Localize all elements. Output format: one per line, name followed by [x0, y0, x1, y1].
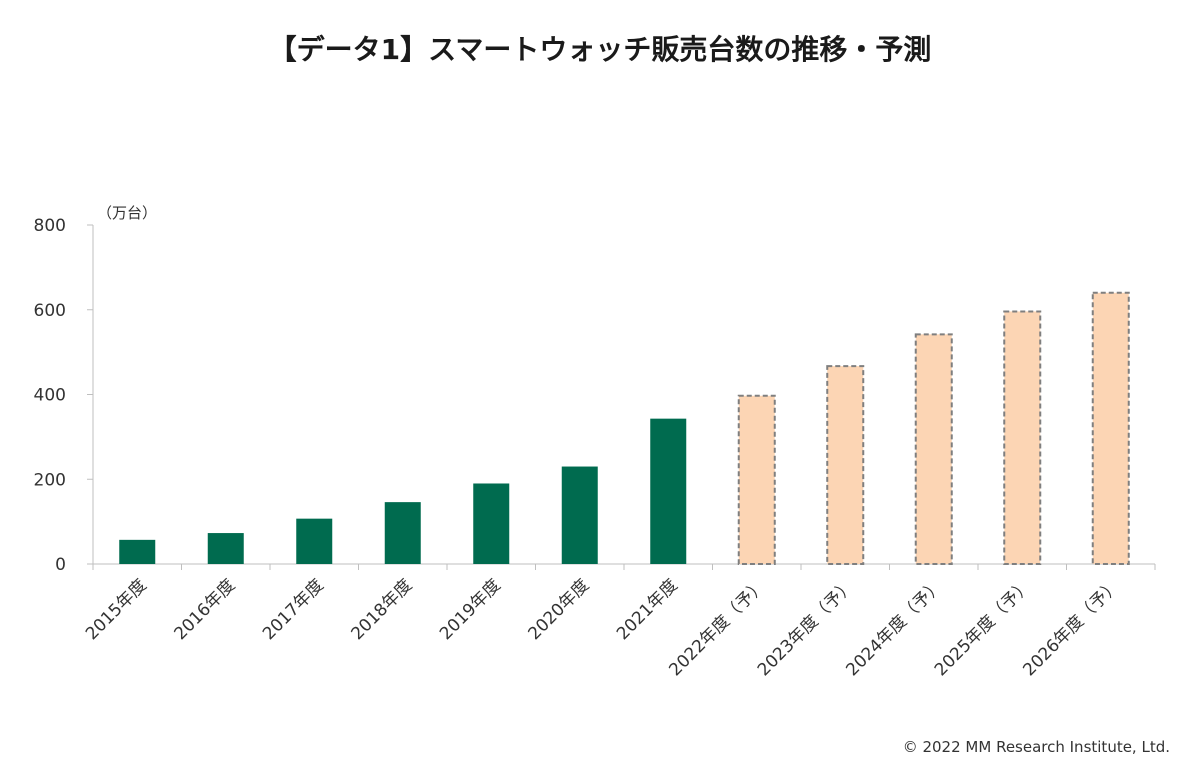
- x-tick-label: 2019年度: [436, 575, 505, 644]
- actual-bar: [384, 502, 421, 564]
- y-tick-label: 200: [34, 470, 66, 490]
- actual-bar: [473, 483, 510, 564]
- copyright-text: © 2022 MM Research Institute, Ltd.: [902, 738, 1170, 756]
- x-tick-label: 2018年度: [348, 575, 417, 644]
- x-tick-label: 2021年度: [613, 575, 682, 644]
- forecast-bar: [1003, 310, 1042, 565]
- actual-bar: [119, 539, 156, 564]
- forecast-bar: [1091, 291, 1130, 565]
- x-tick-label: 2017年度: [259, 575, 328, 644]
- x-tick-label: 2016年度: [171, 575, 240, 644]
- forecast-bar: [737, 394, 776, 565]
- y-tick-label: 0: [55, 555, 66, 575]
- x-tick-label: 2020年度: [525, 575, 594, 644]
- forecast-bar: [914, 333, 953, 566]
- actual-bar: [207, 533, 244, 564]
- actual-bar: [650, 418, 687, 564]
- x-tick-label: 2026年度（予）: [1019, 575, 1124, 680]
- y-unit-label: （万台）: [97, 204, 157, 222]
- chart-title: 【データ1】スマートウォッチ販売台数の推移・予測: [268, 33, 932, 66]
- x-tick-label: 2015年度: [82, 575, 151, 644]
- forecast-bar: [826, 365, 865, 566]
- y-tick-label: 800: [34, 216, 66, 236]
- y-tick-label: 600: [34, 301, 66, 321]
- actual-bar: [296, 518, 333, 564]
- y-tick-label: 400: [34, 386, 66, 406]
- actual-bar: [561, 466, 598, 564]
